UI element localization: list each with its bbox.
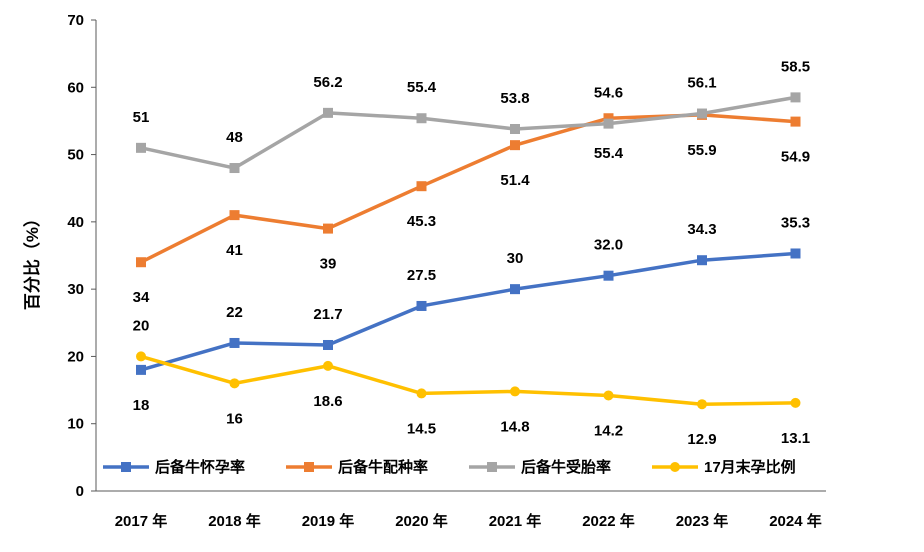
data-point [510,140,520,151]
data-point [510,386,520,397]
y-tick-label: 20 [67,348,84,365]
data-point [697,108,707,119]
x-tick-label: 2023 年 [676,512,729,530]
data-label: 22 [226,304,243,321]
data-label: 20 [133,317,150,334]
data-point [790,397,801,408]
y-axis-title: 百分比（%） [22,210,42,310]
data-point [697,399,707,410]
data-point [603,390,614,401]
legend-label: 17月末孕比例 [704,458,796,476]
data-point [510,124,520,135]
data-point [136,142,146,153]
legend-marker [121,462,131,472]
data-label: 55.4 [594,145,624,162]
data-label: 48 [226,129,243,146]
data-point [136,351,146,362]
series-line-3 [140,95,796,170]
y-tick-label: 70 [67,12,84,29]
data-point [136,257,146,268]
series-lines [140,95,796,406]
data-label: 51 [133,109,150,126]
data-point [790,116,801,127]
data-label: 54.6 [594,85,623,102]
data-point [790,248,801,259]
legend-label: 后备牛配种率 [338,458,428,476]
data-point [416,300,427,311]
legend-marker [304,462,314,472]
x-tick-label: 2019 年 [302,512,355,530]
data-label: 14.2 [594,422,623,439]
data-point [229,163,240,174]
data-label: 55.9 [687,142,716,159]
series-markers [136,92,801,410]
y-tick-label: 10 [67,416,84,433]
series-line-4 [140,354,796,406]
data-label: 16 [226,410,243,427]
data-point [229,378,240,389]
data-label: 56.1 [687,75,716,92]
data-label: 41 [226,242,243,259]
y-tick-label: 60 [67,79,84,96]
data-label: 56.2 [313,74,342,91]
legend-marker [487,462,497,472]
data-label: 21.7 [313,306,342,323]
data-label: 34 [133,289,150,306]
data-point [323,223,333,234]
x-tick-label: 2018 年 [208,512,261,530]
data-label: 34.3 [687,221,716,238]
axes: 0 10 20 30 40 50 60 70 2017 年 2018 年 2019 年 2020 年 2… [67,12,826,530]
data-label: 27.5 [407,267,436,284]
data-label: 51.4 [500,172,530,189]
data-point [323,360,333,371]
data-point [323,107,333,118]
data-label: 18 [133,397,150,414]
data-point [790,92,801,103]
data-label: 14.5 [407,420,436,437]
legend-label: 后备牛怀孕率 [155,458,245,476]
data-point [603,118,614,129]
data-label: 14.8 [500,418,529,435]
data-label: 18.6 [313,393,342,410]
y-tick-label: 0 [76,483,84,500]
data-label: 39 [320,256,337,273]
y-tick-label: 40 [67,214,84,231]
data-point [510,284,520,295]
series-line-1 [140,251,796,372]
y-tick-label: 30 [67,281,84,298]
x-tick-label: 2020 年 [395,512,448,530]
legend: 后备牛怀孕率 后备牛配种率 后备牛受胎率 17月末孕比例 [103,458,796,476]
data-point [229,337,240,348]
data-point [136,364,146,375]
data-label: 13.1 [781,430,810,447]
data-point [323,339,333,350]
data-label: 53.8 [500,90,529,107]
data-point [416,181,427,192]
data-label: 35.3 [781,214,810,231]
data-label: 55.4 [407,79,437,96]
data-label: 32.0 [594,237,623,254]
data-label: 30 [507,250,524,267]
data-label: 45.3 [407,213,436,230]
data-label: 54.9 [781,149,810,166]
x-tick-label: 2017 年 [115,512,168,530]
data-labels: 18 22 21.7 27.5 30 32.0 34.3 35.3 34 41 39 45.3 51.4… [133,58,810,448]
data-point [416,113,427,124]
x-tick-label: 2021 年 [489,512,542,530]
legend-marker [670,462,680,472]
y-tick-label: 50 [67,147,84,164]
x-tick-label: 2024 年 [769,512,822,530]
data-label: 58.5 [781,58,810,75]
legend-label: 后备牛受胎率 [521,458,611,476]
data-point [229,210,240,221]
data-point [416,388,427,399]
data-point [603,270,614,281]
data-label: 12.9 [687,431,716,448]
x-tick-label: 2022 年 [582,512,635,530]
data-point [603,113,614,124]
data-point [697,255,707,266]
